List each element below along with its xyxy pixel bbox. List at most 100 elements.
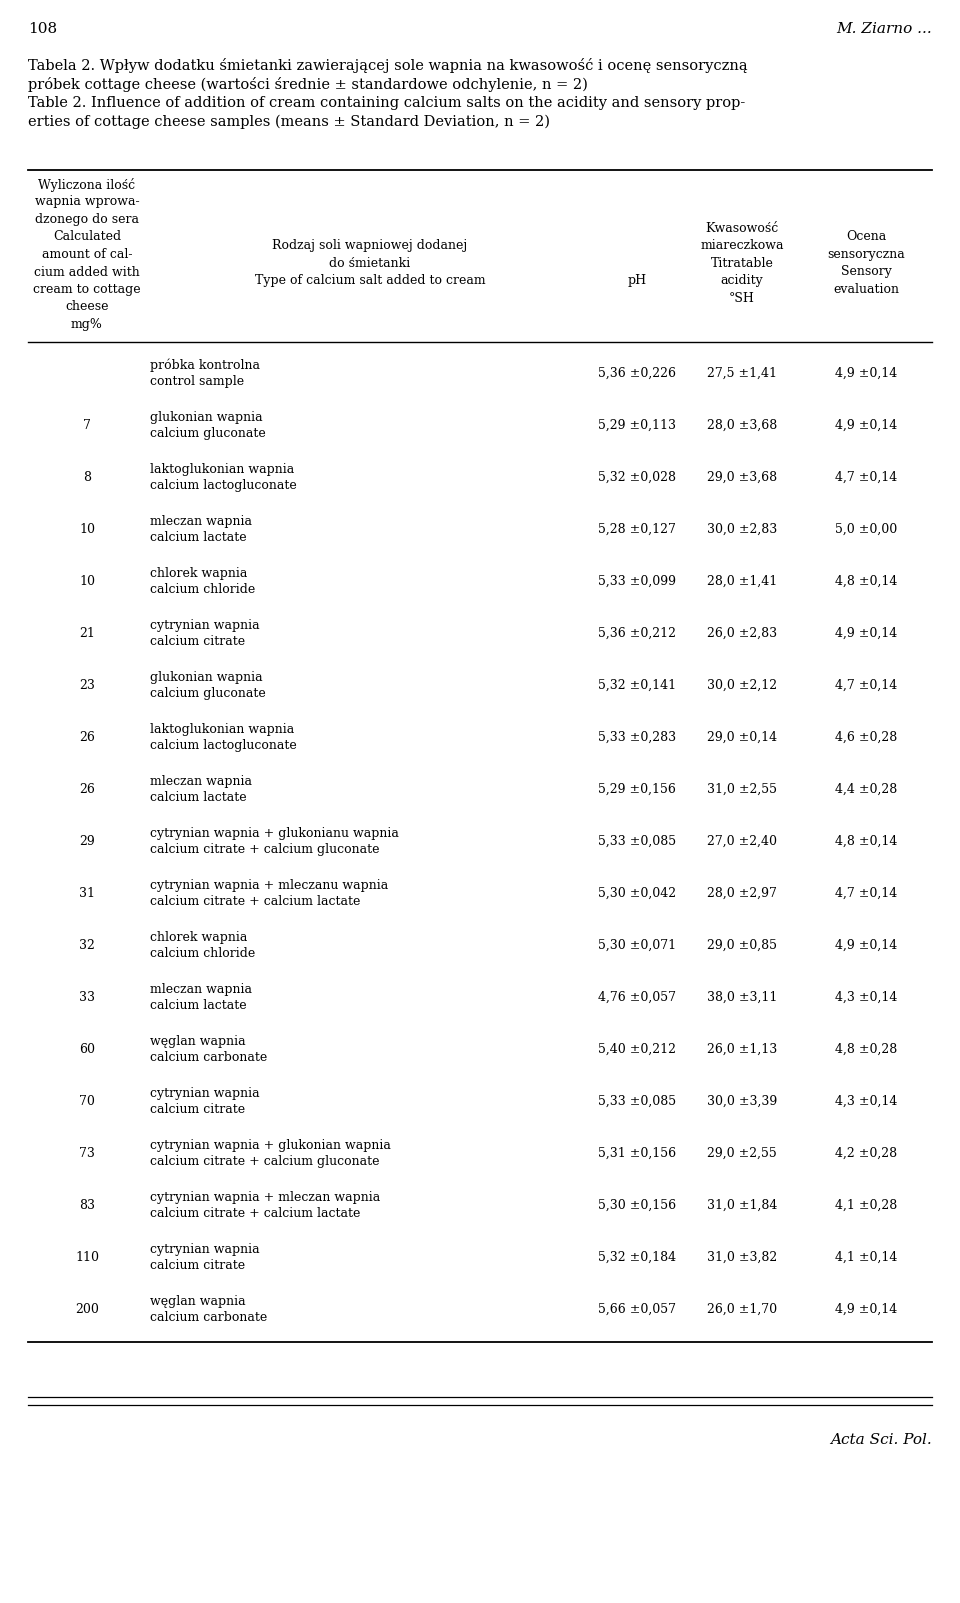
Text: Type of calcium salt added to cream: Type of calcium salt added to cream (254, 274, 486, 287)
Text: glukonian wapnia: glukonian wapnia (150, 670, 263, 684)
Text: calcium citrate + calcium gluconate: calcium citrate + calcium gluconate (150, 1156, 379, 1169)
Text: węglan wapnia: węglan wapnia (150, 1295, 246, 1308)
Text: 29,0 ±0,85: 29,0 ±0,85 (707, 939, 777, 952)
Text: control sample: control sample (150, 375, 244, 388)
Text: 31,0 ±3,82: 31,0 ±3,82 (707, 1250, 778, 1265)
Text: calcium gluconate: calcium gluconate (150, 688, 266, 701)
Text: calcium citrate: calcium citrate (150, 635, 245, 648)
Text: cytrynian wapnia: cytrynian wapnia (150, 1087, 259, 1100)
Text: 10: 10 (79, 523, 95, 535)
Text: cheese: cheese (65, 300, 108, 314)
Text: calcium chloride: calcium chloride (150, 947, 255, 960)
Text: 26: 26 (79, 731, 95, 744)
Text: 5,33 ±0,099: 5,33 ±0,099 (598, 575, 676, 588)
Text: calcium chloride: calcium chloride (150, 583, 255, 596)
Text: 4,7 ±0,14: 4,7 ±0,14 (835, 680, 898, 692)
Text: 70: 70 (79, 1095, 95, 1108)
Text: calcium citrate + calcium gluconate: calcium citrate + calcium gluconate (150, 843, 379, 856)
Text: 27,5 ±1,41: 27,5 ±1,41 (707, 367, 777, 380)
Text: acidity: acidity (721, 274, 763, 287)
Text: Titratable: Titratable (710, 256, 774, 269)
Text: wapnia wprowa-: wapnia wprowa- (35, 196, 139, 208)
Text: 4,9 ±0,14: 4,9 ±0,14 (835, 627, 898, 640)
Text: 5,33 ±0,085: 5,33 ±0,085 (598, 835, 676, 848)
Text: °SH: °SH (729, 292, 755, 305)
Text: 26,0 ±1,13: 26,0 ±1,13 (707, 1044, 778, 1056)
Text: próbek cottage cheese (wartości średnie ± standardowe odchylenie, n = 2): próbek cottage cheese (wartości średnie … (28, 77, 588, 91)
Text: 23: 23 (79, 680, 95, 692)
Text: 4,1 ±0,28: 4,1 ±0,28 (835, 1199, 898, 1212)
Text: 4,9 ±0,14: 4,9 ±0,14 (835, 418, 898, 431)
Text: próbka kontrolna: próbka kontrolna (150, 359, 260, 372)
Text: 5,36 ±0,212: 5,36 ±0,212 (598, 627, 676, 640)
Text: 5,33 ±0,283: 5,33 ±0,283 (598, 731, 676, 744)
Text: 30,0 ±3,39: 30,0 ±3,39 (707, 1095, 778, 1108)
Text: laktoglukonian wapnia: laktoglukonian wapnia (150, 723, 295, 736)
Text: 4,6 ±0,28: 4,6 ±0,28 (835, 731, 898, 744)
Text: 5,32 ±0,141: 5,32 ±0,141 (598, 680, 676, 692)
Text: amount of cal-: amount of cal- (41, 248, 132, 261)
Text: 4,8 ±0,28: 4,8 ±0,28 (835, 1044, 898, 1056)
Text: Table 2. Influence of addition of cream containing calcium salts on the acidity : Table 2. Influence of addition of cream … (28, 96, 745, 111)
Text: 28,0 ±2,97: 28,0 ±2,97 (708, 886, 777, 899)
Text: 8: 8 (83, 471, 91, 484)
Text: 29: 29 (79, 835, 95, 848)
Text: 60: 60 (79, 1044, 95, 1056)
Text: evaluation: evaluation (833, 284, 899, 297)
Text: dzonego do sera: dzonego do sera (35, 213, 139, 226)
Text: cium added with: cium added with (35, 266, 140, 279)
Text: Kwasowość: Kwasowość (706, 221, 779, 234)
Text: 32: 32 (79, 939, 95, 952)
Text: 5,32 ±0,028: 5,32 ±0,028 (598, 471, 676, 484)
Text: 5,29 ±0,156: 5,29 ±0,156 (598, 782, 676, 797)
Text: 5,28 ±0,127: 5,28 ±0,127 (598, 523, 676, 535)
Text: M. Ziarno ...: M. Ziarno ... (836, 22, 932, 35)
Text: 73: 73 (79, 1148, 95, 1161)
Text: 4,2 ±0,28: 4,2 ±0,28 (835, 1148, 897, 1161)
Text: 30,0 ±2,12: 30,0 ±2,12 (707, 680, 777, 692)
Text: 29,0 ±0,14: 29,0 ±0,14 (707, 731, 777, 744)
Text: calcium citrate: calcium citrate (150, 1260, 245, 1273)
Text: 30,0 ±2,83: 30,0 ±2,83 (707, 523, 778, 535)
Text: 31,0 ±2,55: 31,0 ±2,55 (707, 782, 777, 797)
Text: calcium lactogluconate: calcium lactogluconate (150, 739, 297, 752)
Text: 26,0 ±1,70: 26,0 ±1,70 (707, 1303, 777, 1316)
Text: 5,30 ±0,042: 5,30 ±0,042 (598, 886, 676, 899)
Text: pH: pH (628, 274, 647, 287)
Text: 5,0 ±0,00: 5,0 ±0,00 (835, 523, 898, 535)
Text: cytrynian wapnia + glukonianu wapnia: cytrynian wapnia + glukonianu wapnia (150, 827, 398, 840)
Text: 5,36 ±0,226: 5,36 ±0,226 (598, 367, 676, 380)
Text: sensoryczna: sensoryczna (828, 248, 905, 261)
Text: 4,9 ±0,14: 4,9 ±0,14 (835, 939, 898, 952)
Text: 26,0 ±2,83: 26,0 ±2,83 (707, 627, 777, 640)
Text: 26: 26 (79, 782, 95, 797)
Text: Tabela 2. Wpływ dodatku śmietanki zawierającej sole wapnia na kwasowość i ocenę : Tabela 2. Wpływ dodatku śmietanki zawier… (28, 58, 748, 74)
Text: 5,66 ±0,057: 5,66 ±0,057 (598, 1303, 676, 1316)
Text: 4,9 ±0,14: 4,9 ±0,14 (835, 1303, 898, 1316)
Text: 4,3 ±0,14: 4,3 ±0,14 (835, 1095, 898, 1108)
Text: cream to cottage: cream to cottage (34, 284, 141, 297)
Text: Calculated: Calculated (53, 231, 121, 244)
Text: 31: 31 (79, 886, 95, 899)
Text: 4,3 ±0,14: 4,3 ±0,14 (835, 991, 898, 1003)
Text: Acta Sci. Pol.: Acta Sci. Pol. (830, 1433, 932, 1446)
Text: mleczan wapnia: mleczan wapnia (150, 774, 252, 787)
Text: 4,8 ±0,14: 4,8 ±0,14 (835, 835, 898, 848)
Text: 5,30 ±0,071: 5,30 ±0,071 (598, 939, 676, 952)
Text: chlorek wapnia: chlorek wapnia (150, 931, 248, 944)
Text: Wyliczona ilość: Wyliczona ilość (38, 178, 135, 192)
Text: 29,0 ±2,55: 29,0 ±2,55 (708, 1148, 777, 1161)
Text: mg%: mg% (71, 317, 103, 330)
Text: cytrynian wapnia: cytrynian wapnia (150, 1242, 259, 1255)
Text: 5,30 ±0,156: 5,30 ±0,156 (598, 1199, 676, 1212)
Text: cytrynian wapnia: cytrynian wapnia (150, 619, 259, 632)
Text: laktoglukonian wapnia: laktoglukonian wapnia (150, 463, 295, 476)
Text: 38,0 ±3,11: 38,0 ±3,11 (707, 991, 778, 1003)
Text: węglan wapnia: węglan wapnia (150, 1036, 246, 1048)
Text: 4,76 ±0,057: 4,76 ±0,057 (598, 991, 676, 1003)
Text: 5,29 ±0,113: 5,29 ±0,113 (598, 418, 676, 431)
Text: 4,8 ±0,14: 4,8 ±0,14 (835, 575, 898, 588)
Text: 5,32 ±0,184: 5,32 ±0,184 (598, 1250, 676, 1265)
Text: Sensory: Sensory (841, 266, 892, 279)
Text: 200: 200 (75, 1303, 99, 1316)
